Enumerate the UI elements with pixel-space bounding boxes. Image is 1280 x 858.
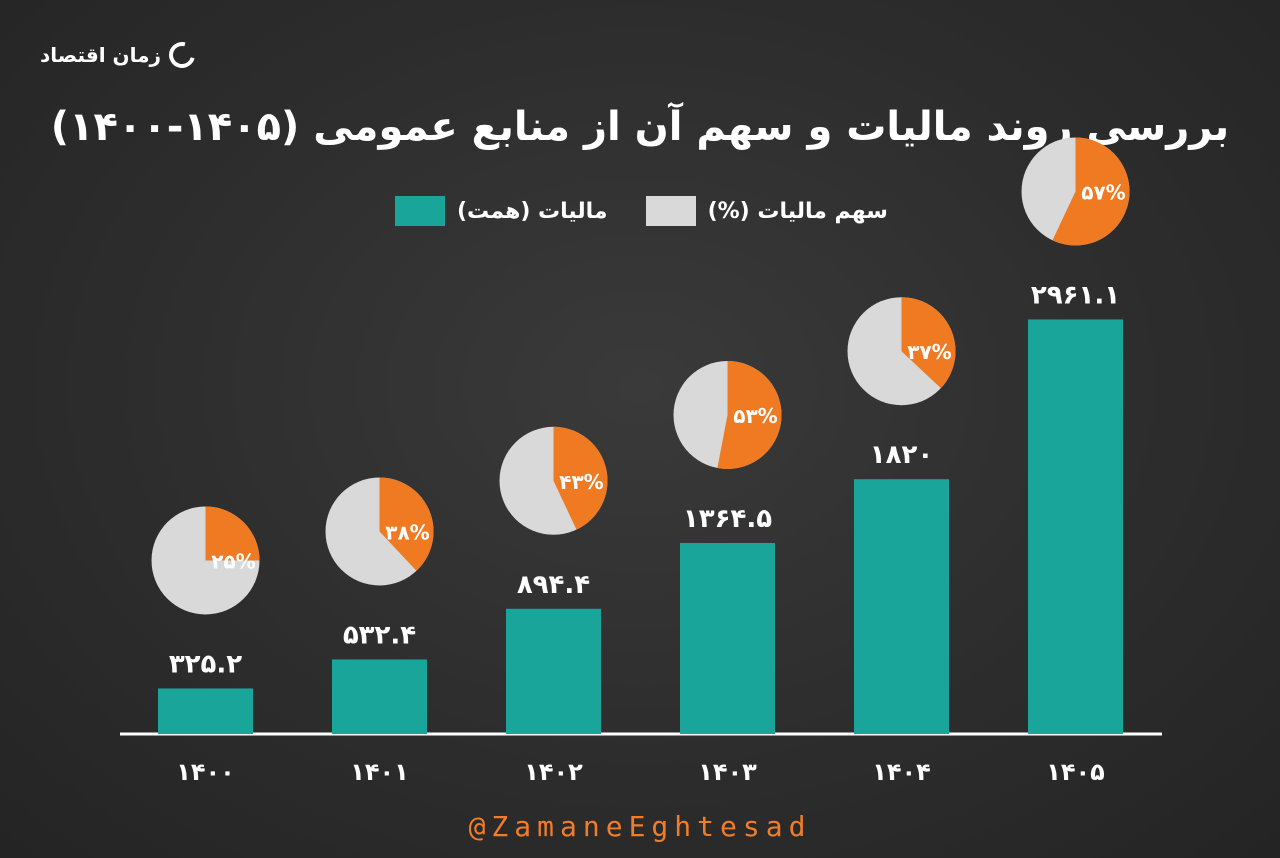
bar-value-label-1: ۵۳۲.۴ [343, 620, 416, 650]
bar-value-label-3: ۱۳۶۴.۵ [683, 504, 772, 534]
legend-item-tax: مالیات (همت) [395, 196, 608, 226]
bar-4 [854, 479, 949, 734]
bar-value-label-0: ۳۲۵.۲ [169, 649, 242, 679]
pie-label-3: ۵۳% [733, 404, 777, 428]
x-tick-label-0: ۱۴۰۰ [176, 758, 235, 786]
pie-slice-0 [205, 506, 260, 561]
brand-logo: زمان اقتصاد [40, 37, 200, 73]
bar-value-label-4: ۱۸۲۰ [870, 440, 933, 470]
legend-swatch-share [645, 196, 696, 226]
pie-slice-2 [553, 426, 608, 530]
legend-label-tax: مالیات (همت) [457, 198, 608, 224]
bar-value-label-5: ۲۹۶۱.۱ [1031, 280, 1120, 310]
legend-label-share: سهم مالیات (%) [707, 198, 888, 224]
pie-label-5: ۵۷% [1081, 180, 1125, 204]
bar-3 [680, 542, 775, 734]
pie-slice-3 [717, 360, 782, 469]
x-tick-label-4: ۱۴۰۴ [872, 758, 931, 786]
pie-slice-1 [379, 477, 434, 571]
x-tick-label-1: ۱۴۰۱ [350, 758, 409, 786]
legend: مالیات (همت) سهم مالیات (%) [395, 196, 888, 226]
legend-item-share: سهم مالیات (%) [645, 196, 888, 226]
bar-0 [158, 688, 253, 734]
pie-label-0: ۲۵% [211, 549, 255, 573]
x-tick-label-3: ۱۴۰۳ [698, 758, 757, 786]
pie-label-2: ۴۳% [559, 470, 603, 494]
legend-swatch-tax [395, 196, 445, 226]
bar-5 [1028, 319, 1123, 734]
bar-value-label-2: ۸۹۴.۴ [517, 570, 590, 600]
x-tick-label-5: ۱۴۰۵ [1046, 758, 1105, 786]
pie-label-4: ۳۷% [907, 340, 951, 364]
x-tick-label-2: ۱۴۰۲ [524, 758, 583, 786]
pie-slice-4 [901, 297, 956, 389]
brand-name: زمان اقتصاد [40, 43, 162, 67]
bar-2 [506, 608, 601, 734]
bar-1 [332, 659, 427, 734]
pie-label-1: ۳۸% [385, 520, 429, 544]
pie-slice-5 [1052, 137, 1130, 246]
footer-handle: @ZamaneEghtesad [468, 810, 812, 843]
